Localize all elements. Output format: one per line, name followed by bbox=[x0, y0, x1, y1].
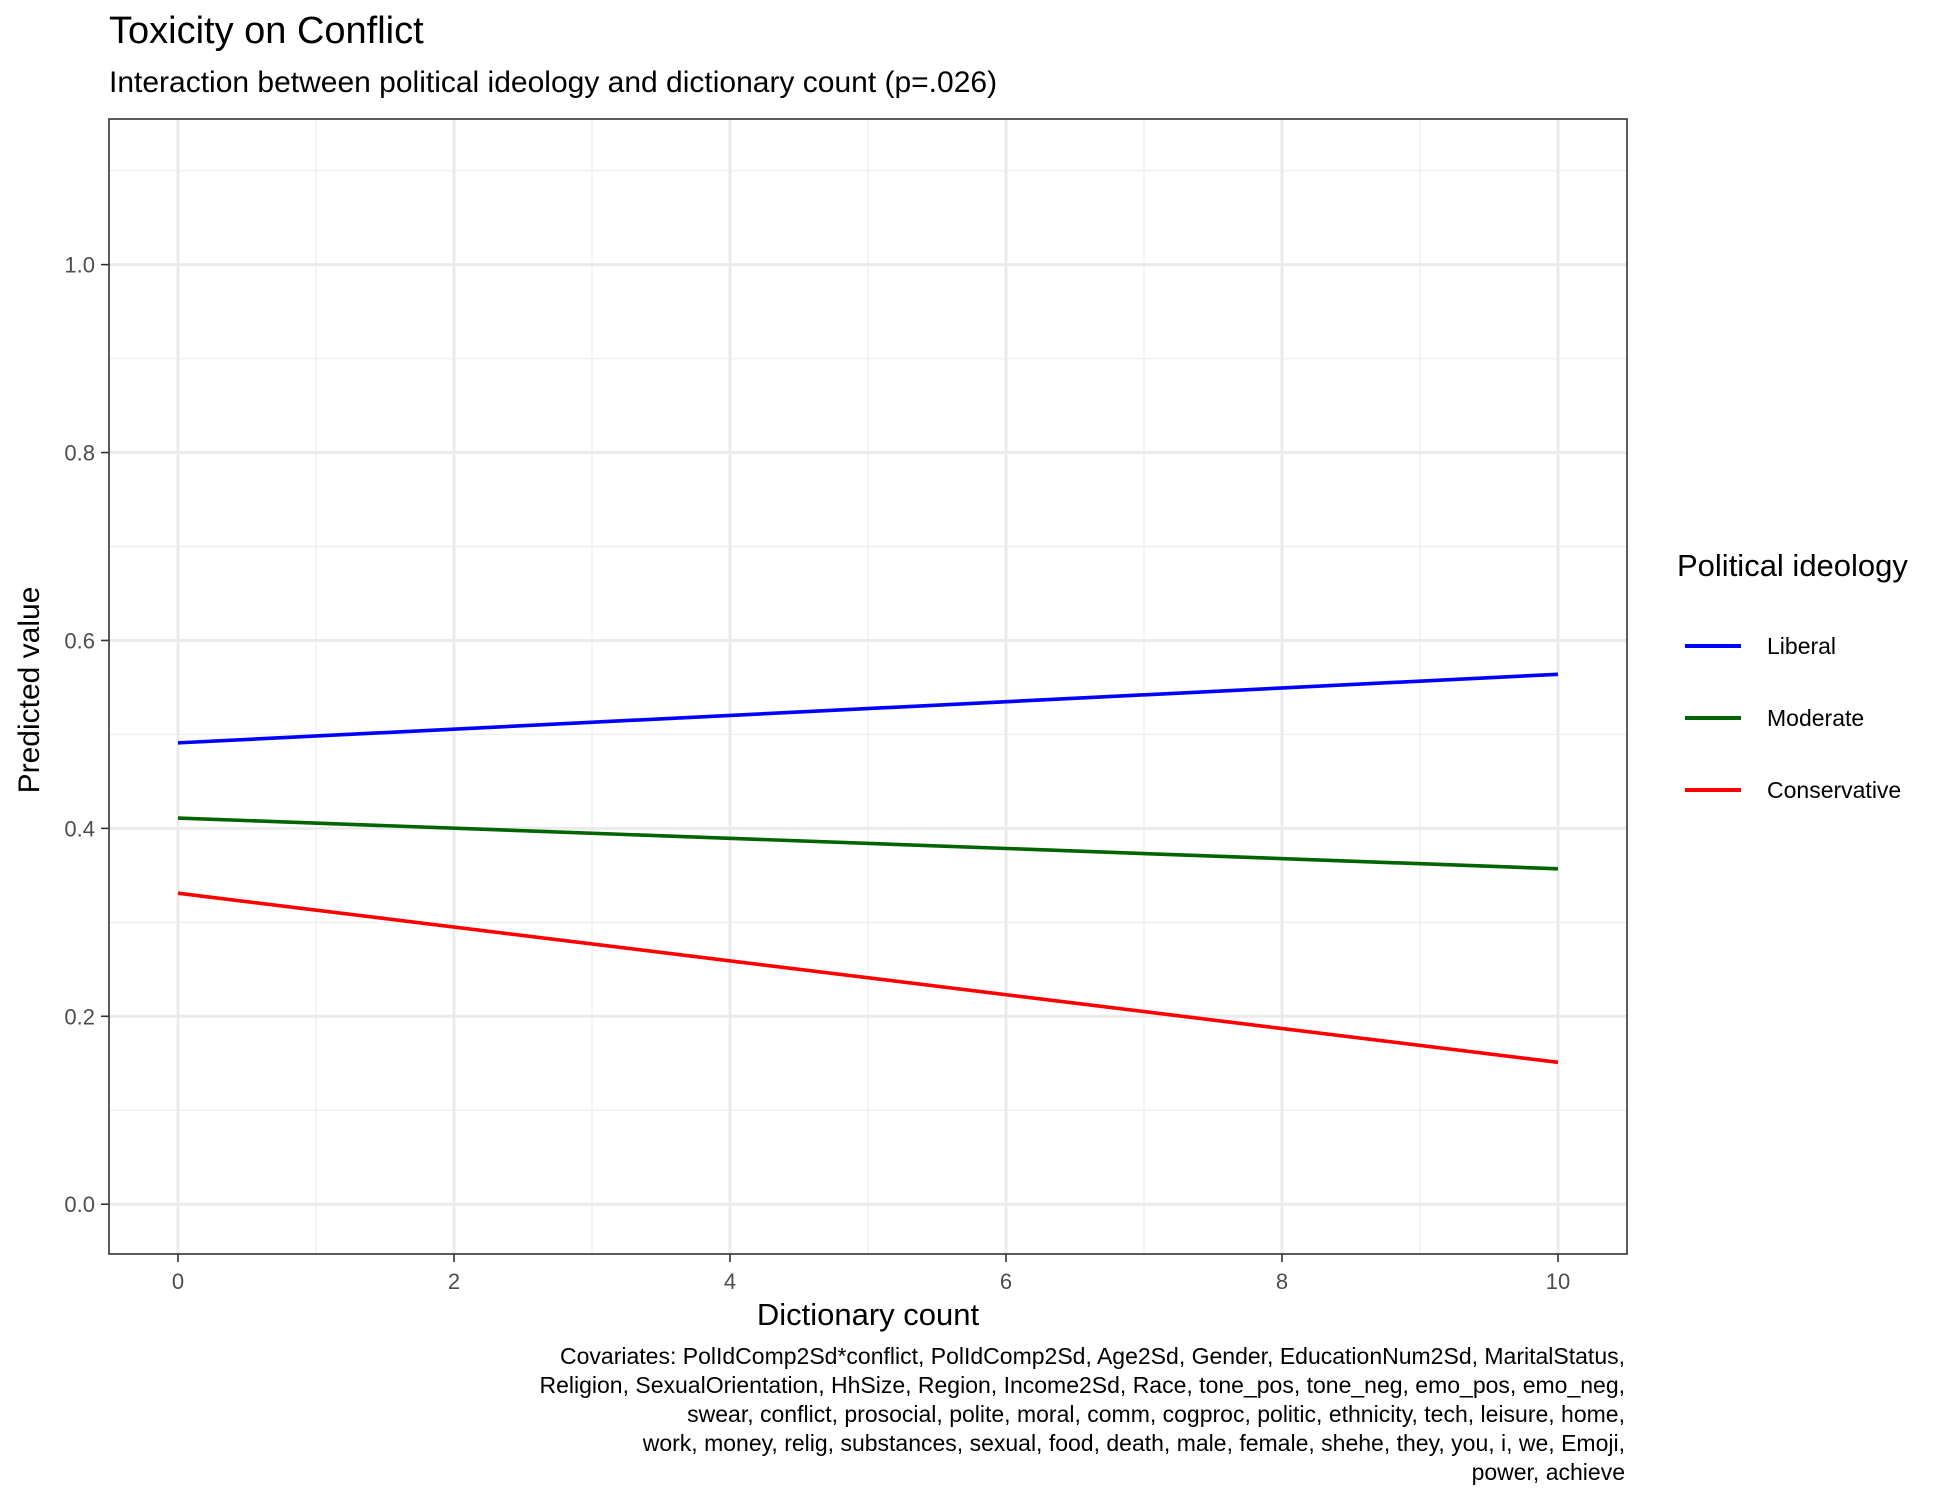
legend-item-moderate: Moderate bbox=[1677, 682, 1908, 754]
series-line-moderate bbox=[177, 816, 1559, 871]
minor-gridlines bbox=[109, 119, 1627, 1254]
y-axis-label: Predicted value bbox=[13, 586, 46, 794]
x-tick-label: 4 bbox=[724, 1269, 736, 1294]
x-tick-label: 2 bbox=[448, 1269, 460, 1294]
legend-key-conservative bbox=[1685, 788, 1741, 792]
major-gridlines bbox=[109, 119, 1627, 1254]
legend: Political ideology Liberal Moderate Cons… bbox=[1677, 548, 1908, 826]
caption-line: swear, conflict, prosocial, polite, mora… bbox=[687, 1401, 1625, 1427]
axis-tick-labels: 0 2 4 6 8 10 0.0 0.2 0.4 0.6 0.8 1.0 bbox=[64, 253, 1570, 1294]
x-tick-label: 0 bbox=[172, 1269, 184, 1294]
legend-key-moderate bbox=[1685, 716, 1741, 720]
y-tick-label: 0.2 bbox=[64, 1004, 95, 1029]
caption-line: work, money, relig, substances, sexual, … bbox=[642, 1430, 1625, 1456]
caption-line: Covariates: PolIdComp2Sd*conflict, PolId… bbox=[560, 1343, 1625, 1369]
axis-ticks bbox=[101, 263, 1559, 1262]
panel-border bbox=[108, 118, 1628, 1255]
x-axis-label: Dictionary count bbox=[756, 1297, 980, 1332]
y-tick-label: 0.4 bbox=[64, 816, 95, 841]
chart-title: Toxicity on Conflict bbox=[109, 10, 424, 52]
y-tick-label: 1.0 bbox=[64, 253, 95, 278]
legend-item-liberal: Liberal bbox=[1677, 610, 1908, 682]
series-line-liberal bbox=[177, 672, 1559, 745]
caption-line: Religion, SexualOrientation, HhSize, Reg… bbox=[539, 1372, 1625, 1398]
x-tick-label: 8 bbox=[1276, 1269, 1288, 1294]
series-line-conservative bbox=[177, 891, 1559, 1065]
legend-item-conservative: Conservative bbox=[1677, 754, 1908, 826]
series-lines bbox=[177, 672, 1559, 1065]
chart-subtitle: Interaction between political ideology a… bbox=[109, 66, 998, 99]
legend-title: Political ideology bbox=[1677, 548, 1908, 583]
x-tick-label: 10 bbox=[1546, 1269, 1570, 1294]
y-tick-label: 0.0 bbox=[64, 1192, 95, 1217]
caption-line: power, achieve bbox=[1471, 1459, 1625, 1485]
covariates-caption: Covariates: PolIdComp2Sd*conflict, PolId… bbox=[225, 1342, 1625, 1487]
legend-label-moderate: Moderate bbox=[1767, 704, 1865, 731]
legend-label-conservative: Conservative bbox=[1767, 776, 1902, 803]
legend-label-liberal: Liberal bbox=[1767, 632, 1837, 659]
x-tick-label: 6 bbox=[1000, 1269, 1012, 1294]
legend-key-liberal bbox=[1685, 644, 1741, 648]
y-tick-label: 0.8 bbox=[64, 441, 95, 466]
y-tick-label: 0.6 bbox=[64, 628, 95, 653]
